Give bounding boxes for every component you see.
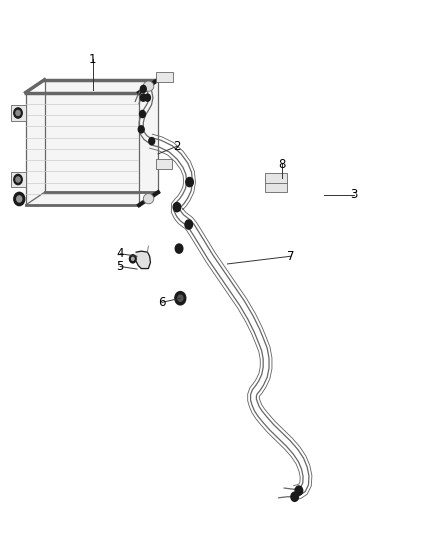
Polygon shape (136, 251, 151, 269)
Ellipse shape (143, 193, 154, 204)
Circle shape (175, 292, 186, 305)
Ellipse shape (143, 81, 154, 91)
Text: 5: 5 (117, 260, 124, 273)
Circle shape (175, 244, 183, 253)
Circle shape (186, 177, 193, 187)
Bar (265, 173, 287, 192)
Circle shape (295, 486, 303, 495)
Circle shape (16, 110, 20, 116)
Polygon shape (45, 80, 158, 192)
Circle shape (291, 492, 298, 502)
Circle shape (149, 138, 155, 145)
Text: 2: 2 (173, 140, 181, 153)
Circle shape (14, 108, 22, 118)
Circle shape (185, 220, 193, 229)
Circle shape (17, 196, 22, 202)
Circle shape (140, 94, 146, 101)
Bar (156, 72, 173, 82)
Circle shape (140, 85, 146, 93)
Bar (11, 172, 25, 187)
Circle shape (131, 257, 134, 260)
Circle shape (173, 203, 181, 212)
Text: 3: 3 (350, 188, 357, 201)
Polygon shape (25, 93, 139, 205)
Circle shape (14, 192, 25, 206)
Text: 4: 4 (117, 247, 124, 260)
Text: 6: 6 (159, 296, 166, 309)
Bar (11, 106, 25, 120)
Circle shape (178, 295, 183, 301)
Text: 7: 7 (287, 250, 294, 263)
Text: 1: 1 (89, 53, 97, 66)
Circle shape (145, 94, 151, 101)
Text: 8: 8 (279, 158, 286, 171)
Circle shape (138, 126, 144, 133)
Circle shape (14, 174, 22, 184)
Circle shape (16, 177, 20, 182)
Bar (156, 159, 172, 169)
Circle shape (130, 255, 136, 263)
Circle shape (140, 110, 145, 118)
